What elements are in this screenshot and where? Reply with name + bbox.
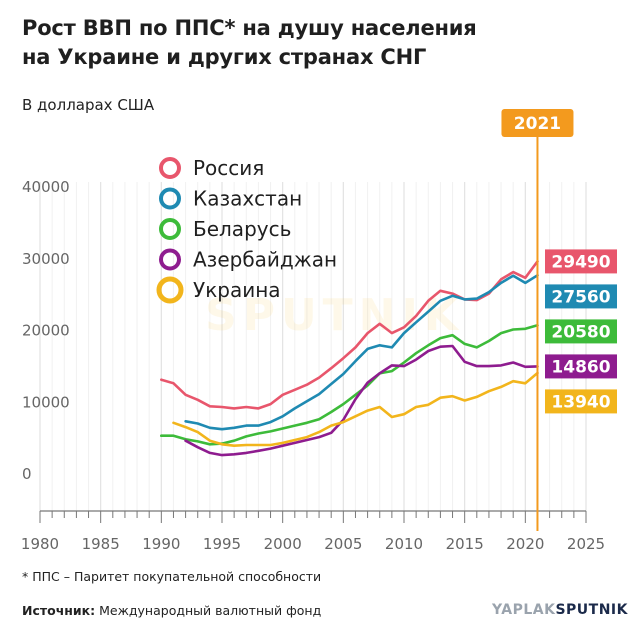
series-line-1	[184, 273, 539, 431]
end-value-labels: 29490 27560 20580 14860 13940	[545, 249, 617, 414]
grid-lines	[39, 182, 587, 523]
y-tick-label-40000: 40000	[22, 178, 70, 196]
title-line-2: на Украине и других странах СНГ	[22, 45, 427, 69]
y-tick-label-10000: 10000	[22, 393, 70, 411]
legend-label-2: Беларусь	[193, 217, 291, 241]
end-label-box-1	[545, 284, 617, 309]
legend: Россия Казахстан Беларусь Азербайджан Украин…	[156, 156, 337, 304]
x-tick-label-1985: 1985	[82, 535, 120, 553]
end-label-box-0	[545, 249, 617, 274]
x-tick-label-2025: 2025	[567, 535, 605, 553]
y-tick-label-20000: 20000	[22, 322, 70, 340]
end-label-value-1: 27560	[551, 287, 610, 307]
y-axis-ticks: 0 10000 20000 30000 40000	[22, 178, 70, 483]
brand-right: SPUTNIK	[555, 602, 628, 618]
legend-marker-4	[156, 276, 184, 304]
source-line: Источник: Международный валютный фонд	[22, 603, 321, 618]
x-tick-label-2020: 2020	[506, 535, 544, 553]
legend-marker-1	[159, 187, 181, 210]
footnote: * ППС – Паритет покупательной способност…	[22, 569, 322, 584]
highlight-year-label: 2021	[514, 114, 561, 134]
series-line-2	[160, 323, 539, 446]
title-line-1: Рост ВВП по ППС* на душу населения	[22, 16, 477, 40]
x-tick-label-2015: 2015	[446, 535, 484, 553]
legend-label-3: Азербайджан	[193, 248, 337, 272]
highlight-year-box	[501, 109, 574, 137]
end-label-value-2: 20580	[551, 322, 610, 342]
source-text: Международный валютный фонд	[95, 603, 322, 618]
series-line-4	[172, 371, 539, 448]
series-line-3	[184, 344, 539, 457]
end-label-value-3: 14860	[551, 357, 610, 377]
brand-logo: YAPLAKSPUTNIK	[492, 602, 628, 618]
highlight-year-marker: 2021	[501, 109, 574, 531]
y-axis-unit-label: В долларах США	[22, 96, 155, 114]
chart-title: Рост ВВП по ППС* на душу населения на Ук…	[22, 14, 477, 72]
source-label: Источник:	[22, 603, 96, 618]
x-tick-label-1995: 1995	[203, 535, 241, 553]
legend-marker-0	[159, 157, 181, 179]
x-tick-label-2010: 2010	[385, 535, 423, 553]
x-tick-label-2000: 2000	[264, 535, 302, 553]
brand-left: YAPLAK	[491, 602, 556, 618]
end-label-value-0: 29490	[551, 252, 610, 272]
end-label-box-2	[545, 319, 617, 344]
legend-label-0: Россия	[193, 156, 264, 180]
x-tick-label-2005: 2005	[324, 535, 362, 553]
x-axis-ticks: 1980 1985 1990 1995 2000 2005 2010 2015 2020 2025	[21, 535, 605, 553]
legend-label-4: Украина	[193, 278, 281, 302]
y-tick-label-30000: 30000	[22, 250, 70, 268]
series-lines	[160, 260, 539, 457]
legend-marker-3	[159, 248, 181, 271]
legend-label-1: Казахстан	[193, 187, 302, 211]
x-tick-label-1980: 1980	[21, 535, 59, 553]
end-label-box-3	[545, 354, 617, 379]
end-label-box-4	[545, 389, 617, 414]
x-tick-label-1990: 1990	[142, 535, 180, 553]
end-label-value-4: 13940	[551, 392, 610, 412]
y-tick-label-0: 0	[22, 465, 32, 483]
legend-marker-2	[159, 218, 181, 240]
